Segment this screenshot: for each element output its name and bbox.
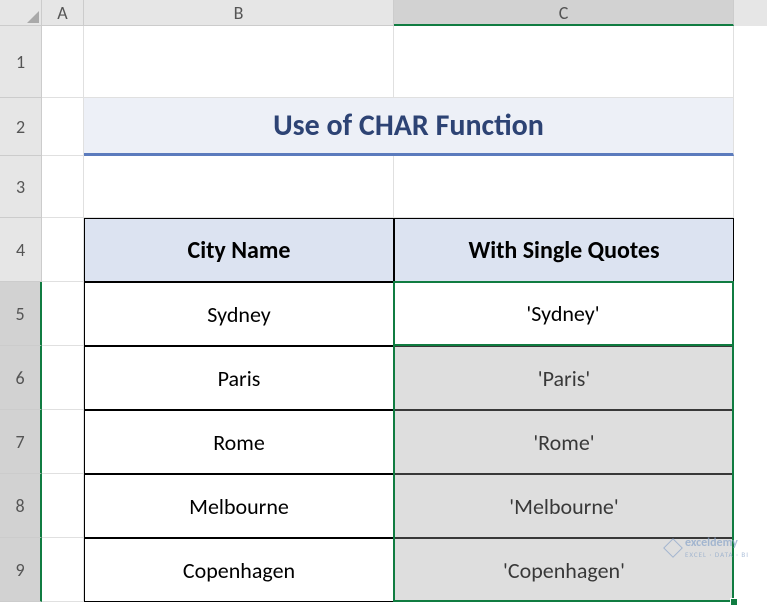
row-header-6[interactable]: 6 <box>0 346 42 410</box>
cell-B9[interactable]: Copenhagen <box>84 538 394 602</box>
cell-B1[interactable] <box>84 26 394 98</box>
watermark-logo-icon <box>663 538 683 558</box>
cell-B5[interactable]: Sydney <box>84 282 394 346</box>
cell-B5-value: Sydney <box>207 301 270 328</box>
cell-A1[interactable] <box>42 26 84 98</box>
row-header-1[interactable]: 1 <box>0 26 42 98</box>
cell-C8[interactable]: 'Melbourne' <box>394 474 734 538</box>
table-header-quoted-label: With Single Quotes <box>468 236 659 265</box>
cell-B6[interactable]: Paris <box>84 346 394 410</box>
col-header-B[interactable]: B <box>84 0 394 26</box>
cell-B7-value: Rome <box>213 429 265 456</box>
cell-C8-value: 'Melbourne' <box>509 493 618 520</box>
row-header-3[interactable]: 3 <box>0 156 42 218</box>
row-header-5[interactable]: 5 <box>0 282 42 346</box>
table-header-city-label: City Name <box>188 236 291 265</box>
cell-C1[interactable] <box>394 26 734 98</box>
table-header-city[interactable]: City Name <box>84 218 394 282</box>
cell-B9-value: Copenhagen <box>183 557 295 584</box>
watermark-tagline: EXCEL · DATA · BI <box>685 550 749 559</box>
cell-A6[interactable] <box>42 346 84 410</box>
cell-B7[interactable]: Rome <box>84 410 394 474</box>
watermark: exceldemy EXCEL · DATA · BI <box>666 536 749 559</box>
cell-A8[interactable] <box>42 474 84 538</box>
cell-C5[interactable]: 'Sydney' <box>394 282 734 346</box>
cell-C7[interactable]: 'Rome' <box>394 410 734 474</box>
table-header-quoted[interactable]: With Single Quotes <box>394 218 734 282</box>
row-header-8[interactable]: 8 <box>0 474 42 538</box>
cell-A9[interactable] <box>42 538 84 602</box>
cell-A3[interactable] <box>42 156 84 218</box>
title-text: Use of CHAR Function <box>273 107 544 144</box>
cell-B8[interactable]: Melbourne <box>84 474 394 538</box>
title-cell[interactable]: Use of CHAR Function <box>84 98 734 156</box>
cell-A5[interactable] <box>42 282 84 346</box>
cell-C6[interactable]: 'Paris' <box>394 346 734 410</box>
cell-A2[interactable] <box>42 98 84 156</box>
cell-C7-value: 'Rome' <box>533 429 594 456</box>
cell-C6-value: 'Paris' <box>538 365 590 392</box>
watermark-text: exceldemy EXCEL · DATA · BI <box>685 536 749 559</box>
cell-C5-value: 'Sydney' <box>527 301 600 328</box>
row-header-2[interactable]: 2 <box>0 98 42 156</box>
cell-B8-value: Melbourne <box>189 493 289 520</box>
cell-B3[interactable] <box>84 156 394 218</box>
cell-C9-value: 'Copenhagen' <box>503 557 625 584</box>
row-header-column: 1 2 3 4 5 6 7 8 9 <box>0 26 42 602</box>
column-header-row: A B C <box>0 0 767 26</box>
select-all-corner[interactable] <box>0 0 42 26</box>
cells-area[interactable]: Use of CHAR Function City Name With Sing… <box>42 26 767 602</box>
cell-C3[interactable] <box>394 156 734 218</box>
row-header-7[interactable]: 7 <box>0 410 42 474</box>
spreadsheet-grid: A B C 1 2 3 4 5 6 7 8 9 <box>0 0 767 613</box>
col-header-A[interactable]: A <box>42 0 84 26</box>
row-header-4[interactable]: 4 <box>0 218 42 282</box>
cell-B6-value: Paris <box>218 365 261 392</box>
row-header-9[interactable]: 9 <box>0 538 42 602</box>
watermark-brand: exceldemy <box>685 536 749 550</box>
cell-A7[interactable] <box>42 410 84 474</box>
cell-A4[interactable] <box>42 218 84 282</box>
col-header-C[interactable]: C <box>394 0 734 26</box>
